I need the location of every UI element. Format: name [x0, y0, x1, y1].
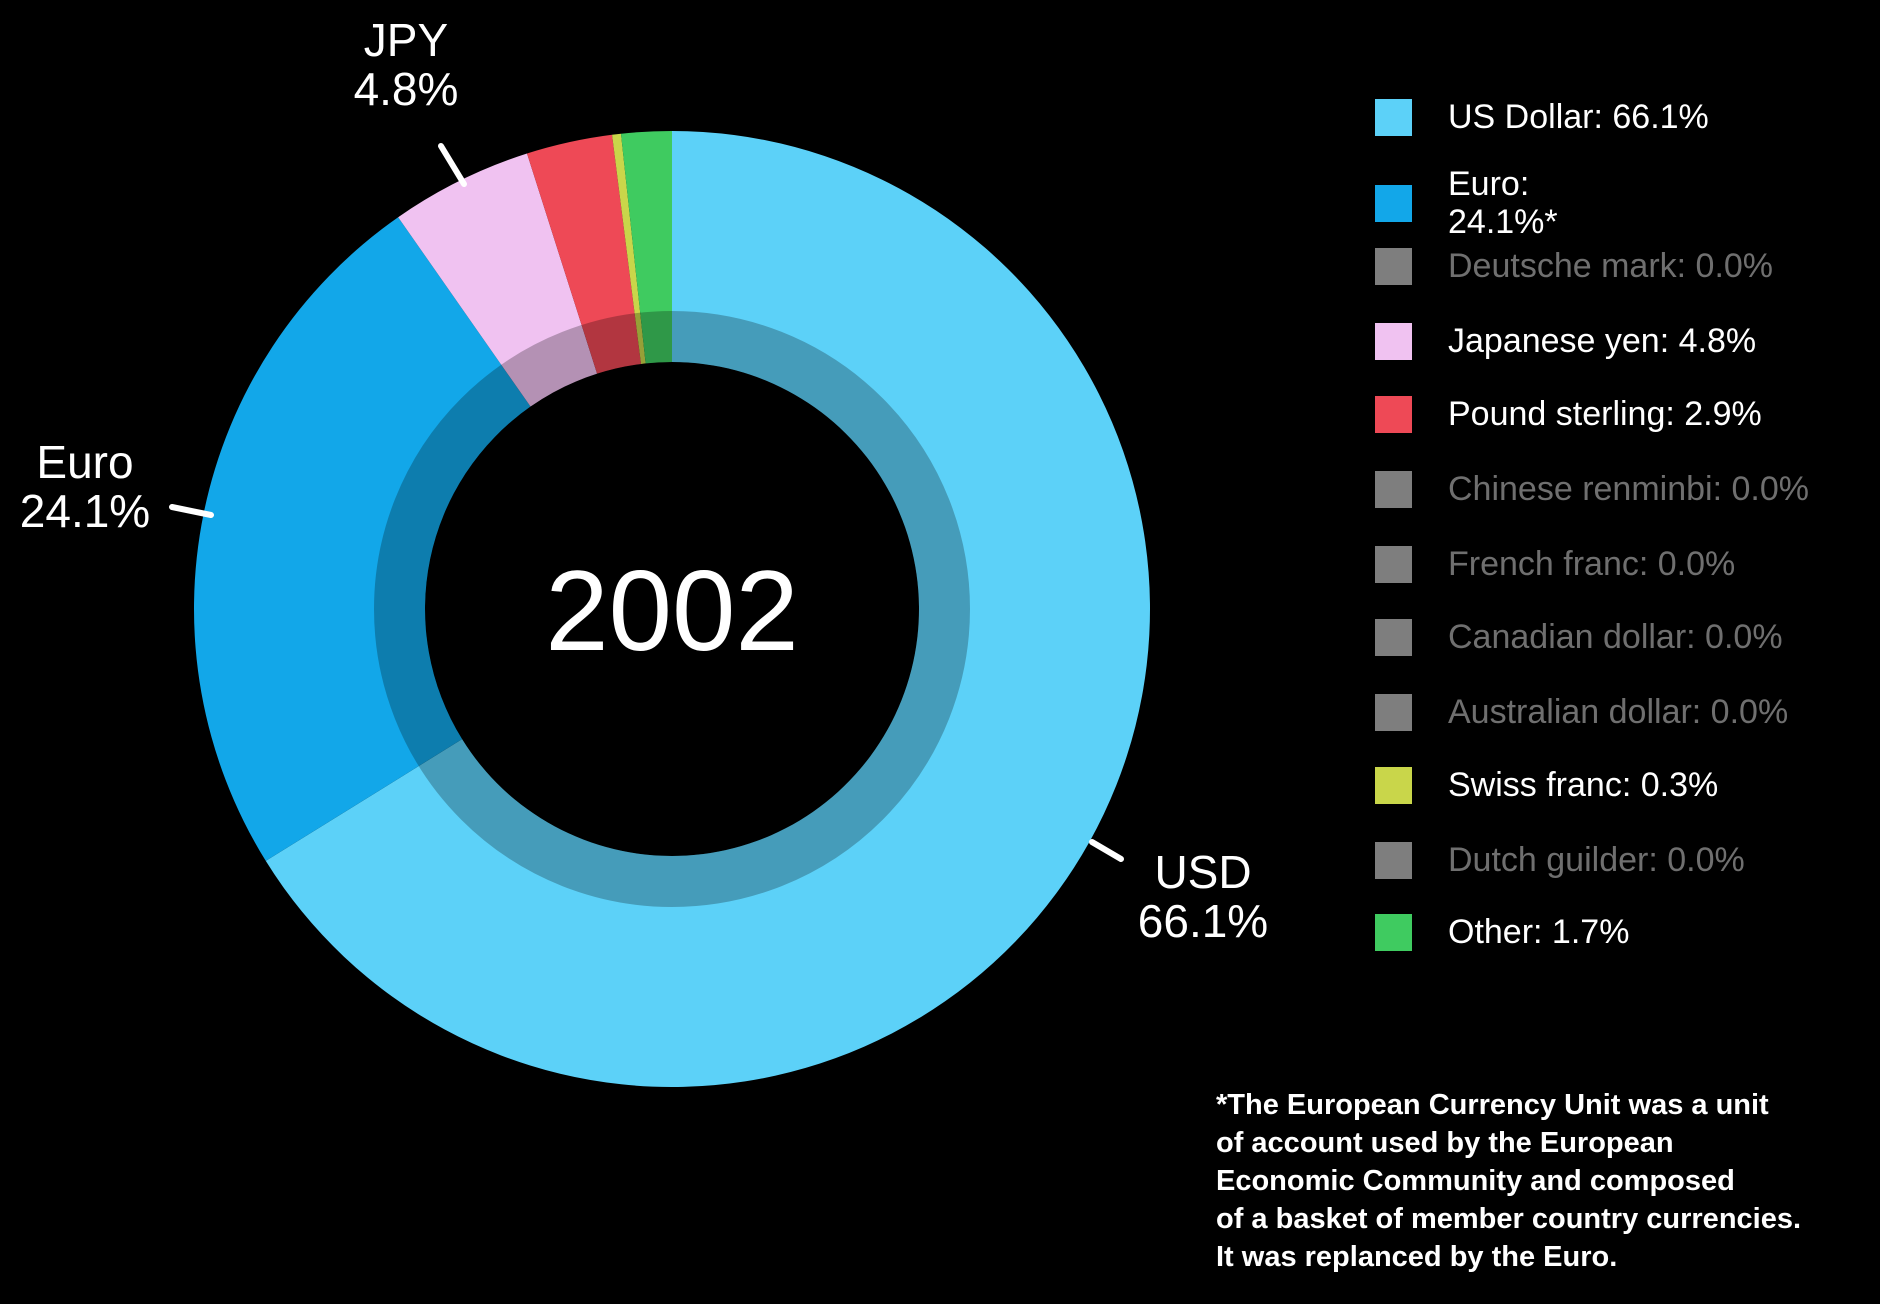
legend-item: Japanese yen: 4.8%: [1375, 322, 1756, 360]
legend-label: Chinese renminbi: 0.0%: [1448, 470, 1809, 508]
legend-swatch: [1375, 913, 1412, 951]
footnote-text: *The European Currency Unit was a unit o…: [1216, 1089, 1802, 1273]
jpy-leader-line: [438, 143, 467, 187]
callout-euro-value: 24.1%: [19, 485, 151, 537]
donut-segments: [194, 131, 1150, 1088]
legend-item: Australian dollar: 0.0%: [1375, 693, 1788, 731]
callout-jpy: JPY 4.8%: [354, 16, 459, 114]
legend-swatch: [1375, 322, 1412, 360]
donut-segment: [265, 131, 1150, 1088]
legend-item: Deutsche mark: 0.0%: [1375, 247, 1773, 285]
donut-inner-shade-ring: [374, 311, 970, 907]
legend-swatch: [1375, 618, 1412, 656]
donut-segment: [527, 134, 642, 374]
legend-label: Other: 1.7%: [1448, 913, 1630, 951]
euro-leader-line: [169, 504, 214, 518]
legend-label: French franc: 0.0%: [1448, 545, 1736, 583]
legend-item: Swiss franc: 0.3%: [1375, 766, 1718, 804]
legend-swatch: [1375, 841, 1412, 879]
legend-swatch: [1375, 98, 1412, 136]
legend-label: Swiss franc: 0.3%: [1448, 766, 1719, 804]
donut-segment: [398, 153, 598, 407]
callout-usd: USD 66.1%: [1138, 848, 1268, 946]
donut-center-year: 2002: [545, 548, 799, 675]
callout-usd-value: 66.1%: [1137, 895, 1269, 947]
callout-jpy-label: JPY: [363, 14, 449, 66]
legend-item: Euro: 24.1%*: [1375, 165, 1558, 241]
legend-swatch: [1375, 766, 1412, 804]
donut-segment: [612, 133, 646, 364]
legend-swatch: [1375, 395, 1412, 433]
legend: US Dollar: 66.1% Euro: 24.1%* Deutsche m…: [1375, 0, 1880, 1000]
legend-item: Chinese renminbi: 0.0%: [1375, 470, 1809, 508]
legend-swatch: [1375, 470, 1412, 508]
legend-label: US Dollar: 66.1%: [1448, 98, 1709, 136]
usd-leader-line: [1089, 839, 1124, 862]
legend-label: Pound sterling: 2.9%: [1448, 395, 1762, 433]
legend-item: US Dollar: 66.1%: [1375, 98, 1709, 136]
legend-swatch: [1375, 545, 1412, 583]
legend-swatch: [1375, 693, 1412, 731]
callout-usd-label: USD: [1154, 846, 1252, 898]
callout-euro-label: Euro: [36, 436, 134, 488]
legend-label: Deutsche mark: 0.0%: [1448, 247, 1774, 285]
callout-euro: Euro 24.1%: [20, 438, 150, 536]
donut-segment: [194, 217, 531, 861]
legend-item: Other: 1.7%: [1375, 913, 1629, 951]
legend-swatch: [1375, 184, 1412, 222]
legend-item: Dutch guilder: 0.0%: [1375, 841, 1745, 879]
donut-segment: [620, 131, 672, 364]
legend-item: Pound sterling: 2.9%: [1375, 395, 1762, 433]
legend-item: French franc: 0.0%: [1375, 545, 1735, 583]
legend-label: Euro: 24.1%*: [1448, 165, 1558, 241]
legend-swatch: [1375, 247, 1412, 285]
legend-item: Canadian dollar: 0.0%: [1375, 618, 1783, 656]
legend-label: Australian dollar: 0.0%: [1448, 693, 1789, 731]
legend-label: Japanese yen: 4.8%: [1448, 322, 1757, 360]
callout-jpy-value: 4.8%: [353, 63, 459, 115]
legend-label: Canadian dollar: 0.0%: [1448, 618, 1783, 656]
legend-label: Dutch guilder: 0.0%: [1448, 841, 1745, 879]
